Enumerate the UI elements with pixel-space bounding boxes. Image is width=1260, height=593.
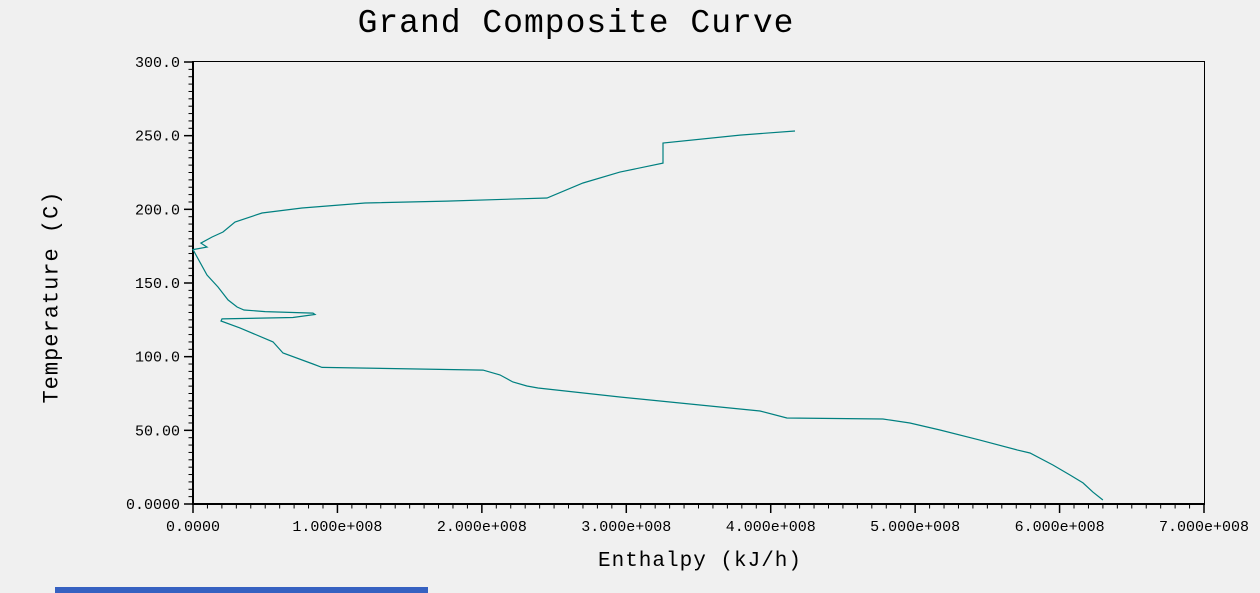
x-axis-tick-label: 4.000e+008 — [726, 519, 816, 536]
bottom-window-strip — [55, 587, 428, 593]
y-axis-tick-label: 100.0 — [135, 350, 180, 367]
x-axis-tick-label: 5.000e+008 — [870, 519, 960, 536]
y-axis-tick-label: 200.0 — [135, 202, 180, 219]
y-axis-tick-label: 300.0 — [135, 55, 180, 72]
x-axis-title: Enthalpy (kJ/h) — [597, 550, 803, 573]
x-axis-tick-label: 2.000e+008 — [437, 519, 527, 536]
x-axis-tick-label: 6.000e+008 — [1015, 519, 1105, 536]
gcc-curve — [192, 130, 1104, 501]
y-axis-tick-label: 150.0 — [135, 276, 180, 293]
y-axis-tick-label: 250.0 — [135, 129, 180, 146]
y-axis-tick-label: 50.00 — [135, 423, 180, 440]
x-axis-tick-label: 7.000e+008 — [1159, 519, 1249, 536]
x-axis-tick-label: 3.000e+008 — [581, 519, 671, 536]
y-axis-tick-label: 0.0000 — [126, 497, 180, 514]
chart-title: Grand Composite Curve — [357, 5, 795, 42]
x-axis-tick-label: 0.0000 — [166, 519, 220, 536]
x-axis-tick-label: 1.000e+008 — [292, 519, 382, 536]
